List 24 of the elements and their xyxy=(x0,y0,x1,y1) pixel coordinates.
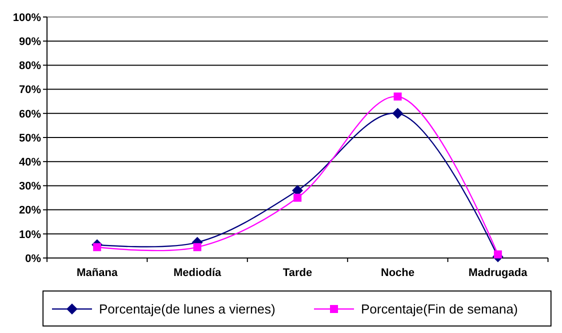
y-tick-label: 80% xyxy=(18,60,42,72)
y-tick-label: 90% xyxy=(18,36,42,48)
x-tick-label: Mañana xyxy=(76,267,118,279)
y-tick-label: 50% xyxy=(18,132,42,144)
x-tick-label: Madrugada xyxy=(468,267,528,279)
y-tick-label: 20% xyxy=(18,204,42,217)
legend-label: Porcentaje(de lunes a viernes) xyxy=(99,302,276,317)
point xyxy=(93,243,102,252)
y-tick-label: 70% xyxy=(18,84,42,96)
legend-label: Porcentaje(Fin de semana) xyxy=(361,302,518,317)
point xyxy=(193,243,202,252)
x-tick-label: Noche xyxy=(380,267,415,279)
y-tick-label: 0% xyxy=(25,252,42,265)
y-tick-label: 60% xyxy=(18,108,42,120)
y-tick-label: 40% xyxy=(18,156,42,168)
y-tick-label: 10% xyxy=(18,228,42,241)
y-tick-label: 100% xyxy=(12,12,42,24)
x-tick-label: Tarde xyxy=(282,267,312,279)
point xyxy=(494,250,502,258)
x-tick-label: Mediodía xyxy=(173,267,222,279)
point xyxy=(392,108,404,119)
point xyxy=(394,92,402,101)
point xyxy=(294,194,302,202)
y-tick-label: 30% xyxy=(18,180,42,193)
